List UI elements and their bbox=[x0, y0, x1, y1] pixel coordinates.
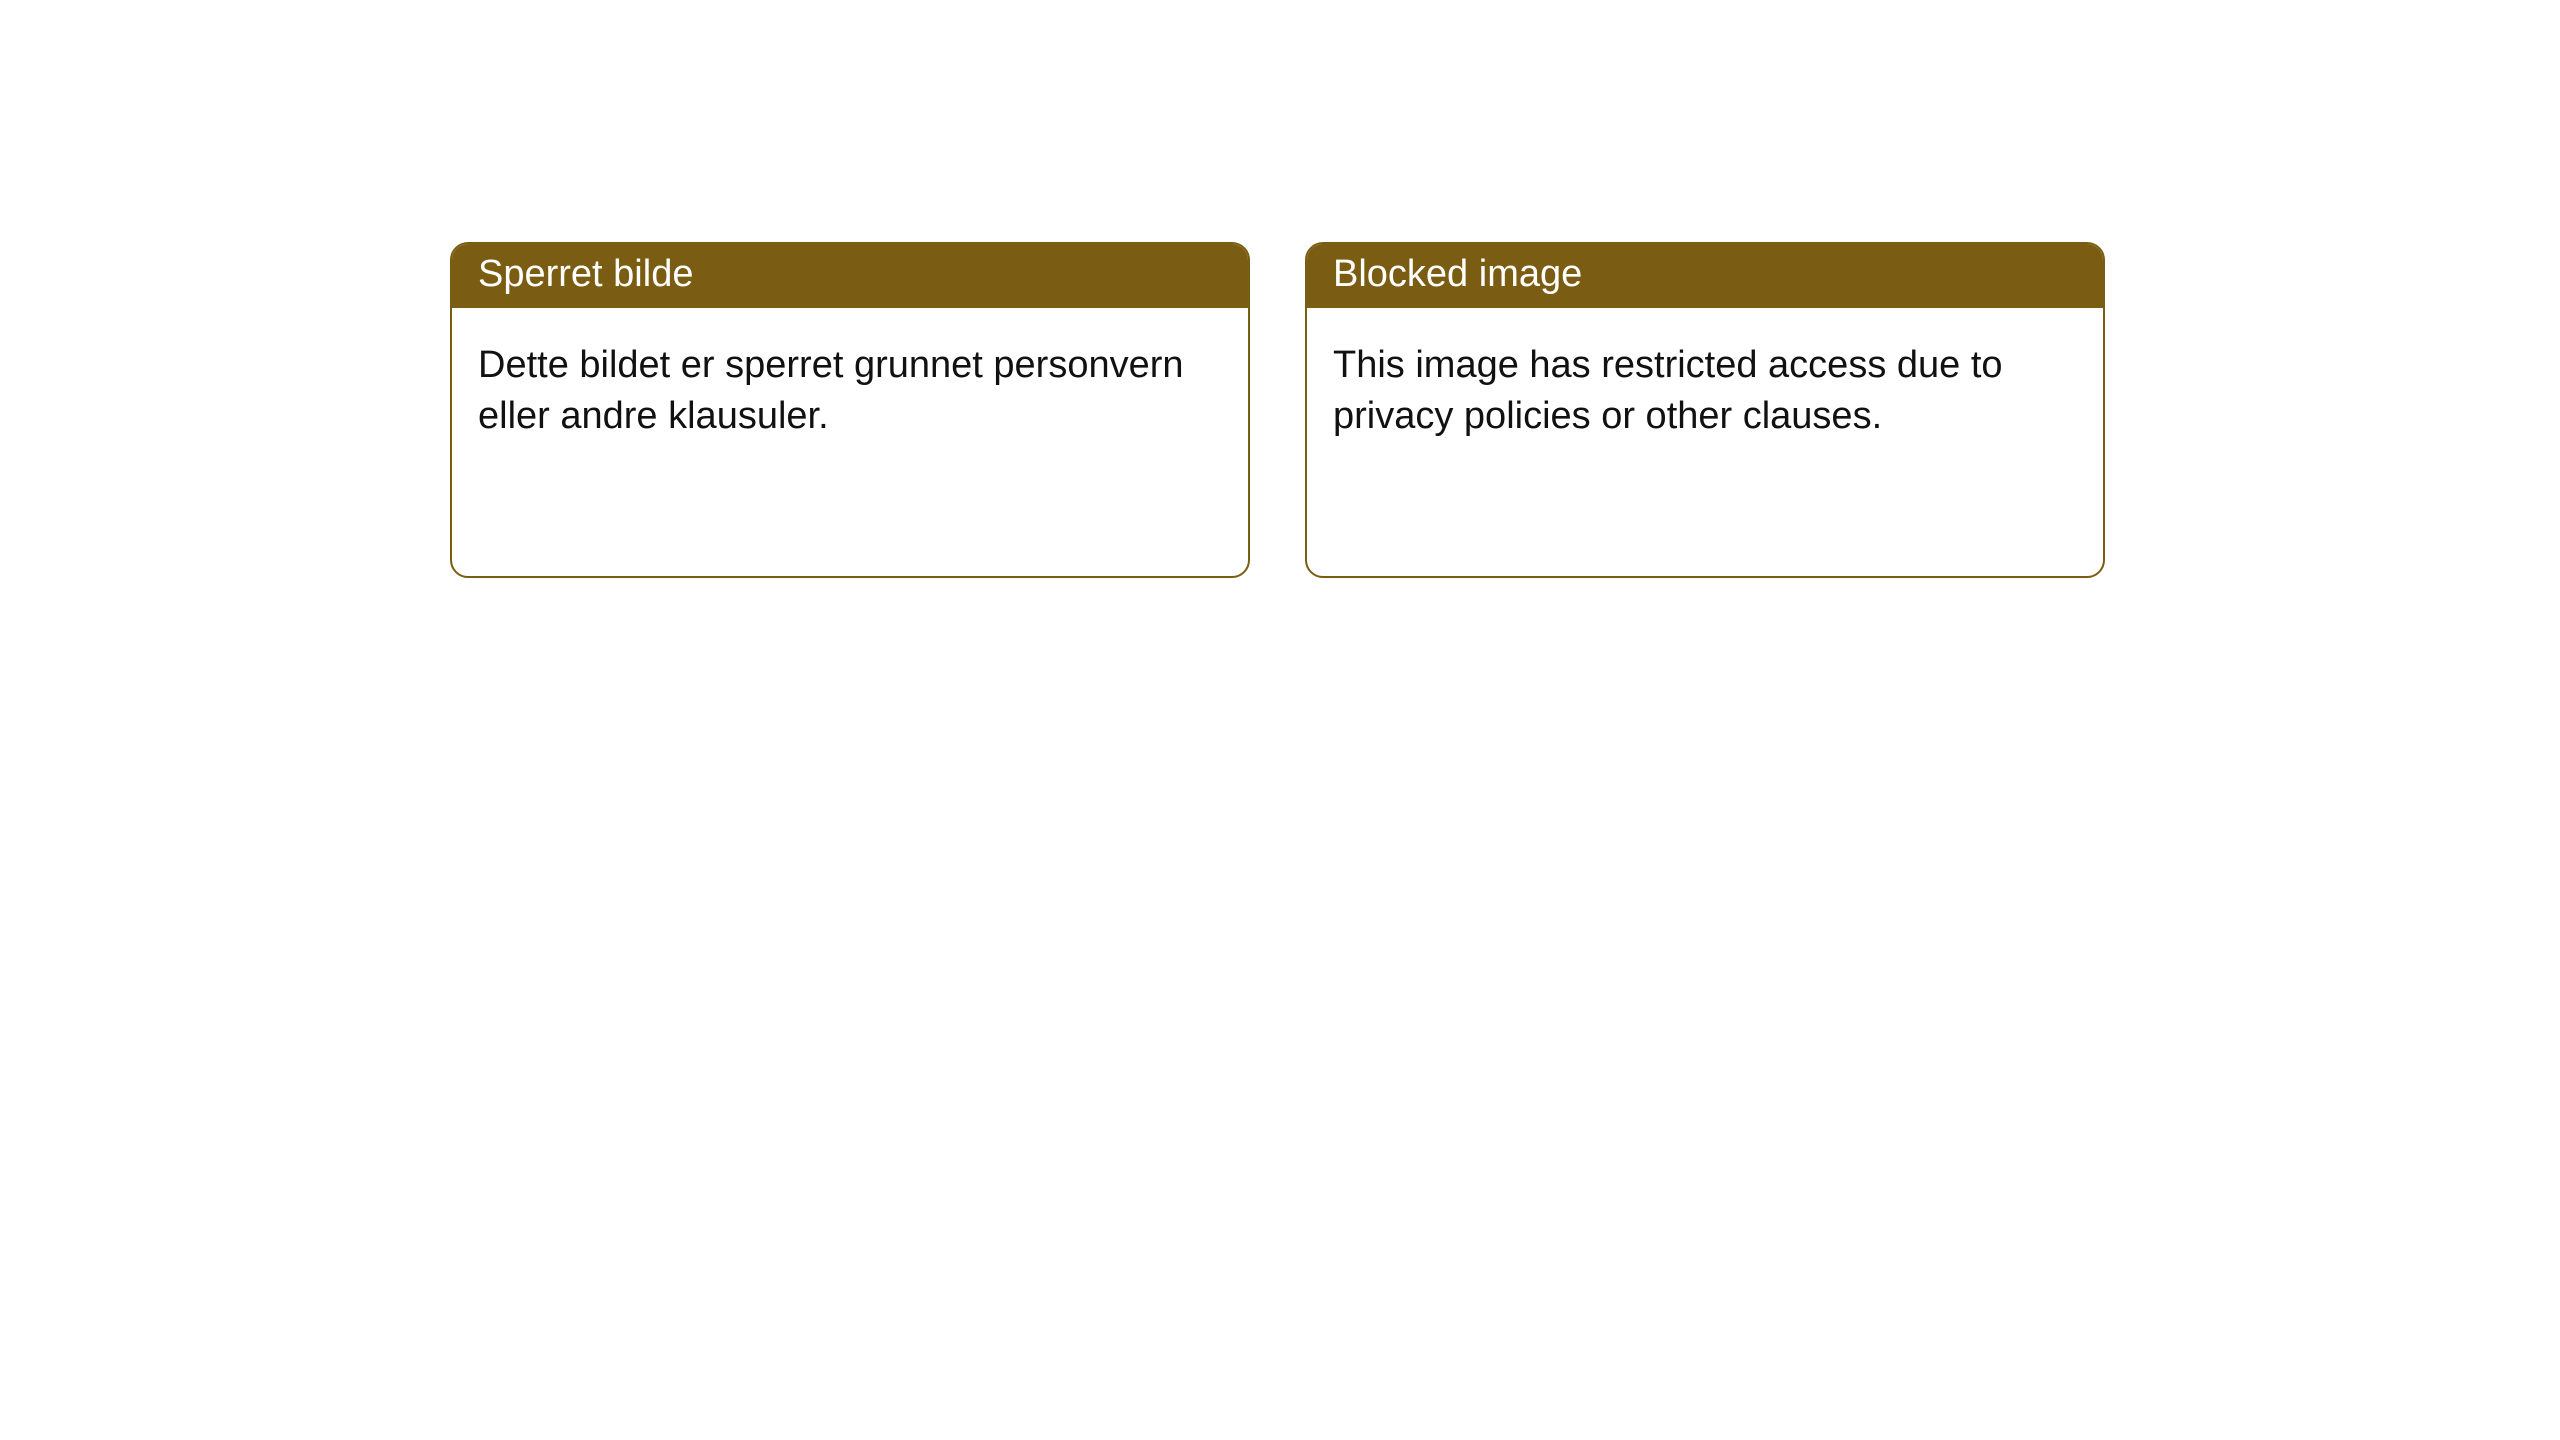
notice-title-english: Blocked image bbox=[1307, 244, 2103, 308]
notice-box-norwegian: Sperret bilde Dette bildet er sperret gr… bbox=[450, 242, 1250, 578]
notice-container: Sperret bilde Dette bildet er sperret gr… bbox=[0, 0, 2560, 578]
notice-body-norwegian: Dette bildet er sperret grunnet personve… bbox=[452, 308, 1248, 576]
notice-title-norwegian: Sperret bilde bbox=[452, 244, 1248, 308]
notice-box-english: Blocked image This image has restricted … bbox=[1305, 242, 2105, 578]
notice-body-english: This image has restricted access due to … bbox=[1307, 308, 2103, 576]
